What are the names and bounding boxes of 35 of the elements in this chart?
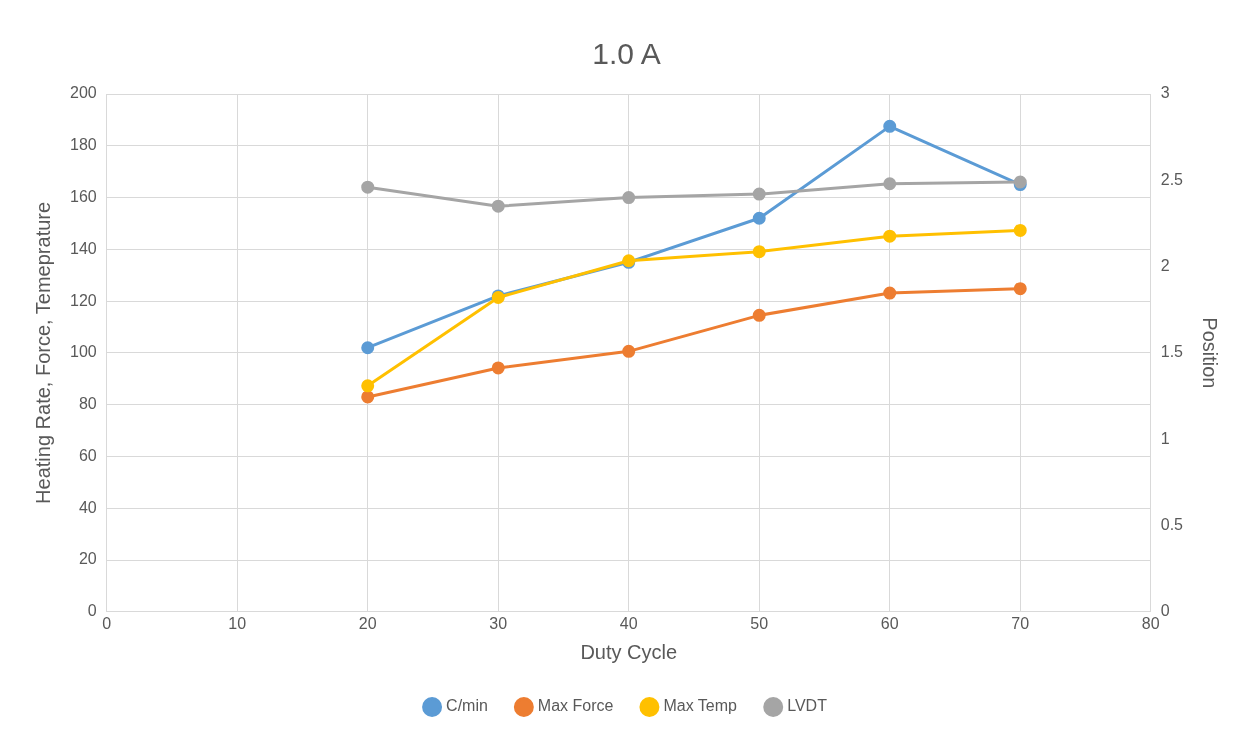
y2-tick-label: 1 bbox=[1160, 429, 1170, 447]
y2-tick-label: 2 bbox=[1160, 257, 1170, 275]
y-tick-label: 80 bbox=[78, 395, 97, 413]
legend-label: C/min bbox=[446, 697, 488, 715]
legend-label: Max Force bbox=[537, 697, 614, 715]
y-tick-label: 120 bbox=[69, 291, 97, 309]
x-axis-title: Duty Cycle bbox=[580, 640, 678, 663]
x-tick-label: 50 bbox=[750, 614, 769, 632]
y-tick-label: 200 bbox=[69, 84, 97, 102]
legend-label: Max Temp bbox=[663, 697, 738, 715]
y2-axis-title: Position bbox=[1199, 317, 1222, 389]
x-tick-label: 10 bbox=[228, 614, 247, 632]
x-tick-label: 0 bbox=[102, 614, 112, 632]
x-tick-label: 20 bbox=[358, 614, 377, 632]
x-tick-label: 80 bbox=[1141, 614, 1160, 632]
y2-tick-label: 0.5 bbox=[1160, 515, 1184, 533]
y-tick-label: 60 bbox=[78, 446, 97, 464]
chart-title: 1.0 A bbox=[592, 37, 661, 71]
y-tick-label: 40 bbox=[78, 498, 97, 516]
y2-tick-label: 1.5 bbox=[1160, 343, 1184, 361]
legend-label: LVDT bbox=[787, 697, 828, 715]
y-tick-label: 180 bbox=[69, 136, 97, 154]
y-tick-label: 20 bbox=[78, 550, 97, 568]
y-tick-label: 0 bbox=[87, 602, 97, 620]
y2-tick-label: 0 bbox=[1160, 602, 1170, 620]
y2-tick-label: 2.5 bbox=[1160, 170, 1184, 188]
x-tick-label: 30 bbox=[489, 614, 508, 632]
y-tick-label: 140 bbox=[69, 239, 97, 257]
y-axis-title: Heating Rate, Force, Temeprature bbox=[31, 201, 54, 504]
x-tick-label: 70 bbox=[1011, 614, 1030, 632]
x-tick-label: 40 bbox=[619, 614, 638, 632]
y-tick-label: 100 bbox=[69, 343, 97, 361]
y-tick-label: 160 bbox=[69, 187, 97, 205]
x-tick-label: 60 bbox=[880, 614, 899, 632]
y2-tick-label: 3 bbox=[1160, 84, 1170, 102]
